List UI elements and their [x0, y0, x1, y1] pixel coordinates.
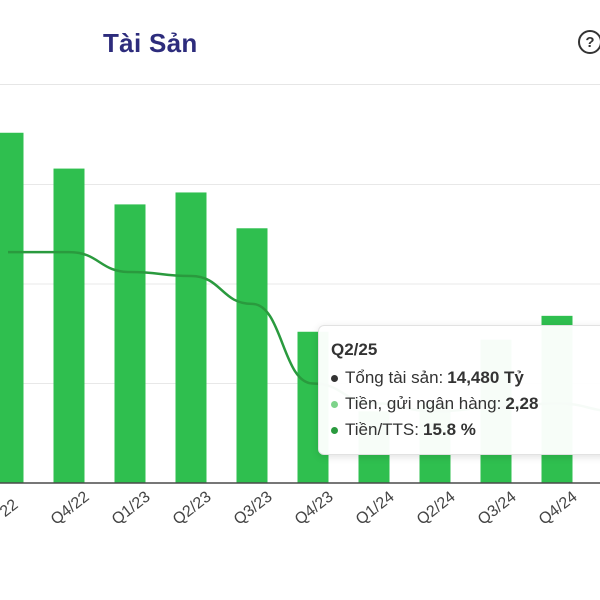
x-tick-label: Q2/24: [414, 488, 459, 528]
header-divider: [0, 84, 600, 85]
cash-ratio-dot-icon: [331, 426, 338, 434]
tooltip-row-cash-deposits: Tiền, gửi ngân hàng: 2,28: [331, 394, 600, 414]
chart-title: Tài Sản: [103, 28, 198, 58]
total-assets-dot-icon: [331, 374, 338, 382]
x-tick-label: Q3/23: [231, 488, 276, 528]
x-tick-label: Q4/24: [536, 488, 581, 528]
tooltip-value: 14,480 Tỷ: [447, 368, 524, 387]
tooltip-value: 15.8 %: [423, 420, 476, 439]
bar-total-assets: [0, 132, 24, 483]
x-tick-label: Q1/23: [109, 488, 154, 528]
help-circle-icon[interactable]: ?: [578, 30, 600, 54]
tooltip-label: Tổng tài sản:: [345, 368, 444, 387]
tooltip-row-total-assets: Tổng tài sản: 14,480 Tỷ: [331, 368, 600, 388]
x-tick-label: 22: [0, 496, 22, 520]
cash-deposits-dot-icon: [331, 400, 338, 408]
tooltip-row-cash-ratio: Tiền/TTS: 15.8 %: [331, 420, 600, 440]
tooltip-title: Q2/25: [331, 340, 378, 359]
tooltip-value: 2,28: [505, 394, 539, 413]
tooltip-label: Tiền/TTS:: [345, 420, 419, 439]
bar-total-assets: [53, 168, 85, 483]
bar-total-assets: [236, 228, 268, 483]
chart-header: Tài Sản ?: [0, 0, 600, 80]
bar-total-assets: [175, 192, 207, 483]
x-tick-label: Q2/23: [170, 488, 215, 528]
x-tick-label: Q3/24: [475, 488, 520, 528]
x-tick-label: Q4/23: [292, 488, 337, 528]
bar-total-assets: [114, 204, 146, 483]
x-tick-label: Q1/24: [353, 488, 398, 528]
chart-tooltip: Q2/25 Tổng tài sản: 14,480 Tỷ Tiền, gửi …: [318, 325, 600, 455]
tooltip-label: Tiền, gửi ngân hàng:: [345, 394, 502, 413]
x-tick-label: Q4/22: [48, 488, 93, 528]
